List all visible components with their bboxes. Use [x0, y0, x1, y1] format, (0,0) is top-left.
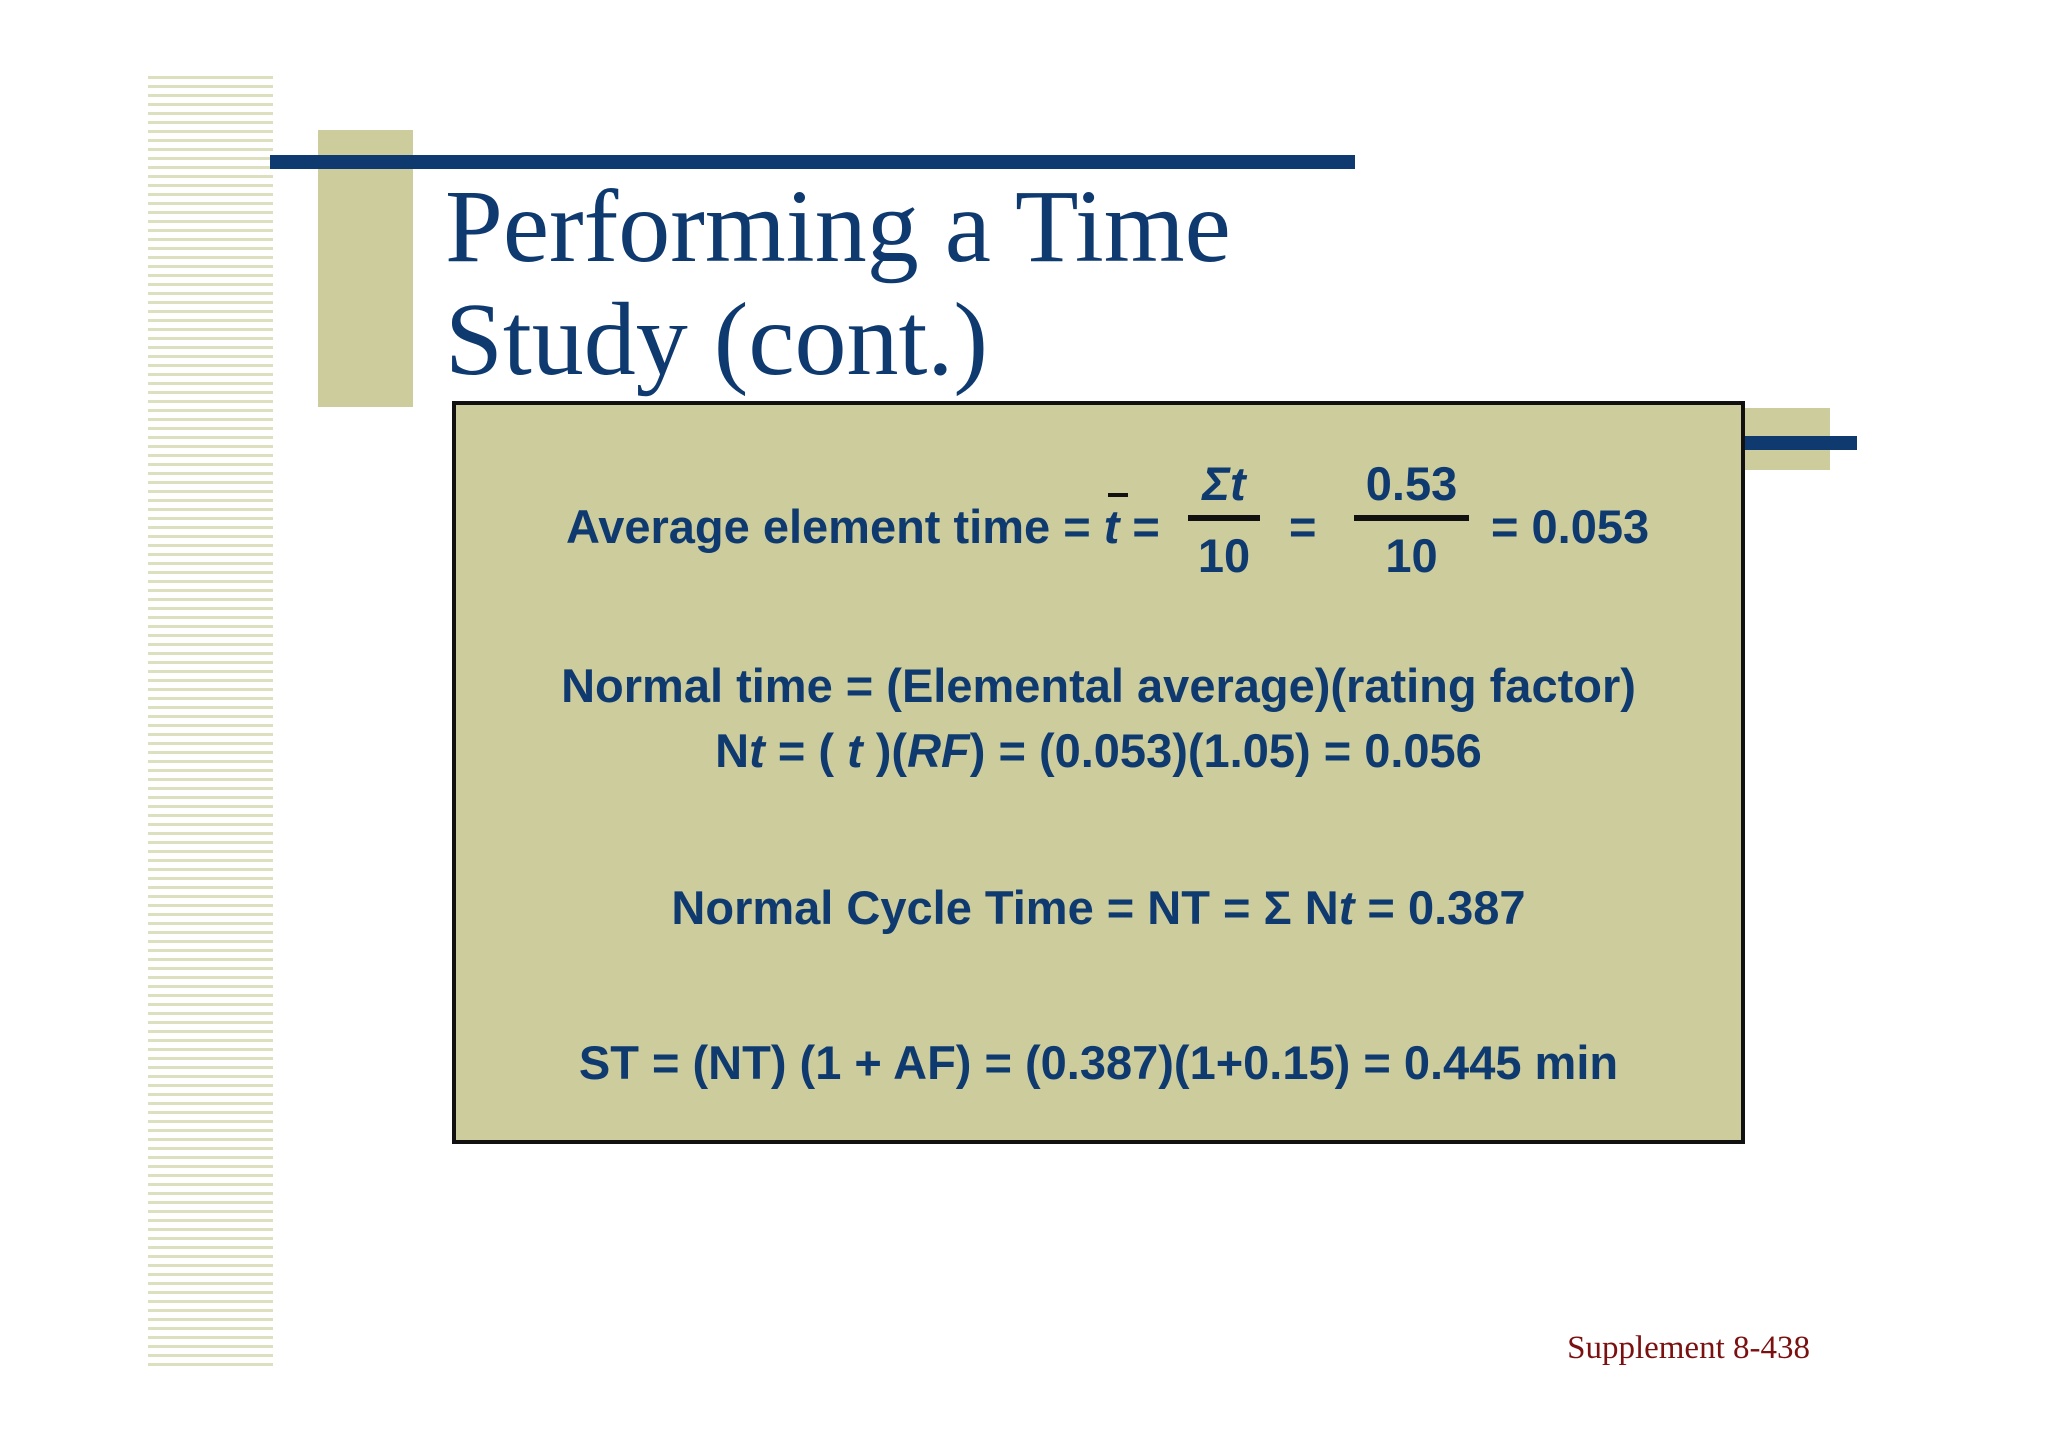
standard-time-formula: ST = (NT) (1 + AF) = (0.387)(1+0.15) = 0… — [578, 1036, 1619, 1089]
normal-cycle-time-formula: Normal Cycle Time = NT = Σ Nt = 0.387 — [456, 880, 1741, 935]
average-result: = 0.053 — [1491, 500, 1650, 553]
title-line-1: Performing a Time — [445, 169, 1231, 284]
cycle-post: = 0.387 — [1354, 881, 1526, 934]
average-equals-2: = — [1289, 500, 1317, 553]
title-accent-block — [318, 130, 413, 407]
cycle-t: t — [1338, 881, 1355, 934]
fraction-2-bar — [1354, 515, 1469, 521]
nt-mid-1: = ( — [764, 724, 848, 777]
average-label: Average element time = t = — [566, 493, 1160, 554]
fraction-sum-t-over-10: Σt 10 — [1188, 455, 1260, 585]
nt-n: N — [715, 724, 750, 777]
title-line-2: Study (cont.) — [445, 282, 989, 397]
fraction-2-numerator: 0.53 — [1365, 457, 1458, 510]
fraction-1-denominator: 10 — [1197, 529, 1251, 582]
cycle-pre: Normal Cycle Time = NT = Σ N — [671, 881, 1339, 934]
fraction-2-denominator: 10 — [1385, 529, 1438, 582]
nt-mid-2: )( — [862, 724, 908, 777]
nt-t-bar: t — [847, 724, 863, 777]
average-element-time-formula: Average element time = t = Σt 10 = 0.53 … — [566, 455, 1666, 595]
page-title: Performing a Time Study (cont.) — [445, 170, 1395, 396]
nt-t: t — [749, 724, 765, 777]
formula-box: Average element time = t = Σt 10 = 0.53 … — [452, 401, 1745, 1144]
nt-end: ) = (0.053)(1.05) = 0.056 — [969, 724, 1482, 777]
fraction-053-over-10: 0.53 10 — [1354, 455, 1469, 585]
fraction-1-bar — [1188, 515, 1260, 521]
box-accent-rule — [1745, 436, 1857, 450]
slide-footer: Supplement 8-438 — [1567, 1330, 1810, 1366]
nt-rf: RF — [907, 724, 970, 777]
t-bar-symbol: t — [1103, 493, 1128, 553]
title-rule — [270, 155, 1355, 169]
normal-time-calculation: Nt = ( t )(RF) = (0.053)(1.05) = 0.056 — [456, 723, 1741, 778]
fraction-1-numerator: Σt — [1202, 457, 1246, 510]
normal-time-formula: Normal time = (Elemental average)(rating… — [561, 659, 1636, 712]
average-equals-1: = — [1119, 500, 1160, 553]
average-label-text: Average element time = — [566, 500, 1104, 553]
decorative-stripes — [148, 76, 273, 1371]
